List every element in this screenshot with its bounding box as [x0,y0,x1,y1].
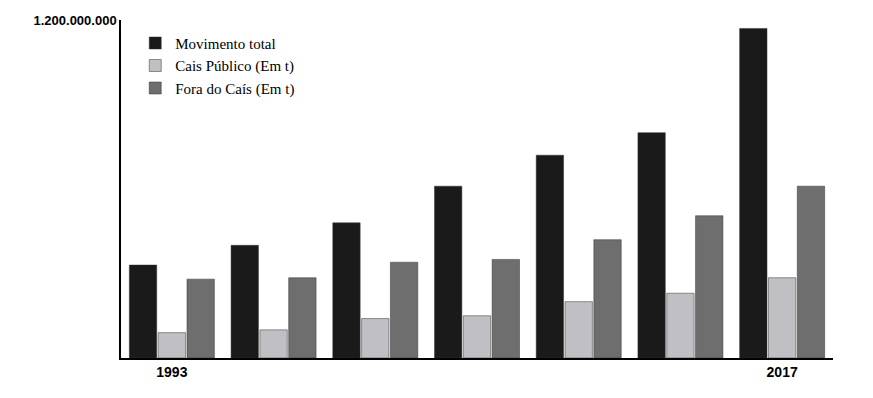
svg-text:Fora do Caís (Em t): Fora do Caís (Em t) [175,81,294,98]
svg-text:1.200.000.000: 1.200.000.000 [34,13,117,28]
svg-text:1993: 1993 [156,364,187,380]
svg-text:2017: 2017 [767,364,798,380]
svg-text:Cais Público (Em t): Cais Público (Em t) [175,58,294,75]
svg-text:Movimento total: Movimento total [175,36,275,52]
